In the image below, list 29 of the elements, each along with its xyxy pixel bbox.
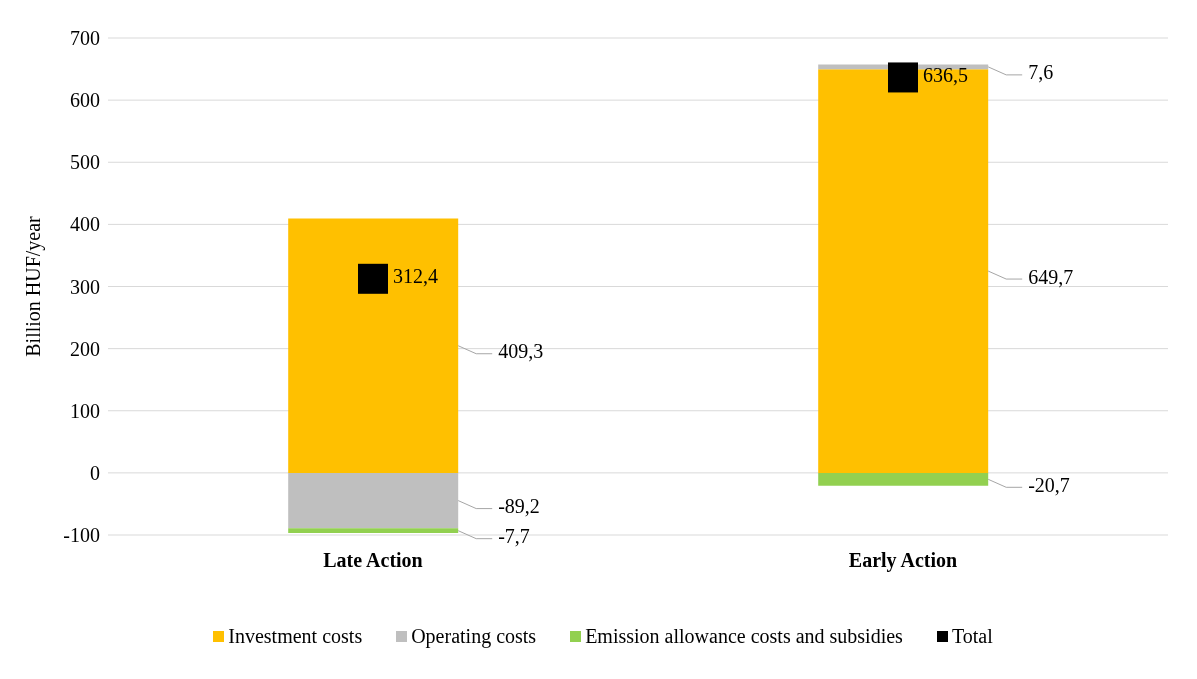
- legend-label: Operating costs: [410, 625, 537, 648]
- legend-label: Total: [950, 625, 993, 648]
- data-label: 636,5: [923, 64, 968, 87]
- y-axis-title: Billion HUF/year: [22, 215, 46, 357]
- data-label: -20,7: [1028, 473, 1070, 496]
- y-tick-label: 300: [70, 275, 100, 298]
- x-tick-label: Late Action: [323, 549, 423, 572]
- y-tick-label: 600: [70, 89, 100, 112]
- y-tick-label: 700: [70, 27, 100, 50]
- data-label: -89,2: [498, 495, 540, 518]
- bar: [288, 528, 459, 534]
- data-label: -7,7: [498, 525, 530, 548]
- data-label: 409,3: [498, 340, 544, 363]
- bar: [818, 472, 989, 486]
- data-label: 7,6: [1028, 61, 1054, 84]
- y-tick-label: 0: [90, 461, 100, 484]
- y-tick-label: -100: [63, 524, 100, 547]
- bar: [288, 218, 459, 473]
- bar: [818, 69, 989, 473]
- legend-label: Emission allowance costs and subsidies: [584, 625, 903, 648]
- data-label: 312,4: [393, 265, 438, 288]
- data-label: 649,7: [1028, 265, 1074, 288]
- y-tick-label: 100: [70, 399, 100, 422]
- y-tick-label: 500: [70, 151, 100, 174]
- bar: [288, 472, 459, 529]
- y-tick-label: 200: [70, 337, 100, 360]
- legend-label: Investment costs: [227, 625, 363, 648]
- x-tick-label: Early Action: [848, 549, 958, 573]
- y-tick-label: 400: [70, 213, 100, 236]
